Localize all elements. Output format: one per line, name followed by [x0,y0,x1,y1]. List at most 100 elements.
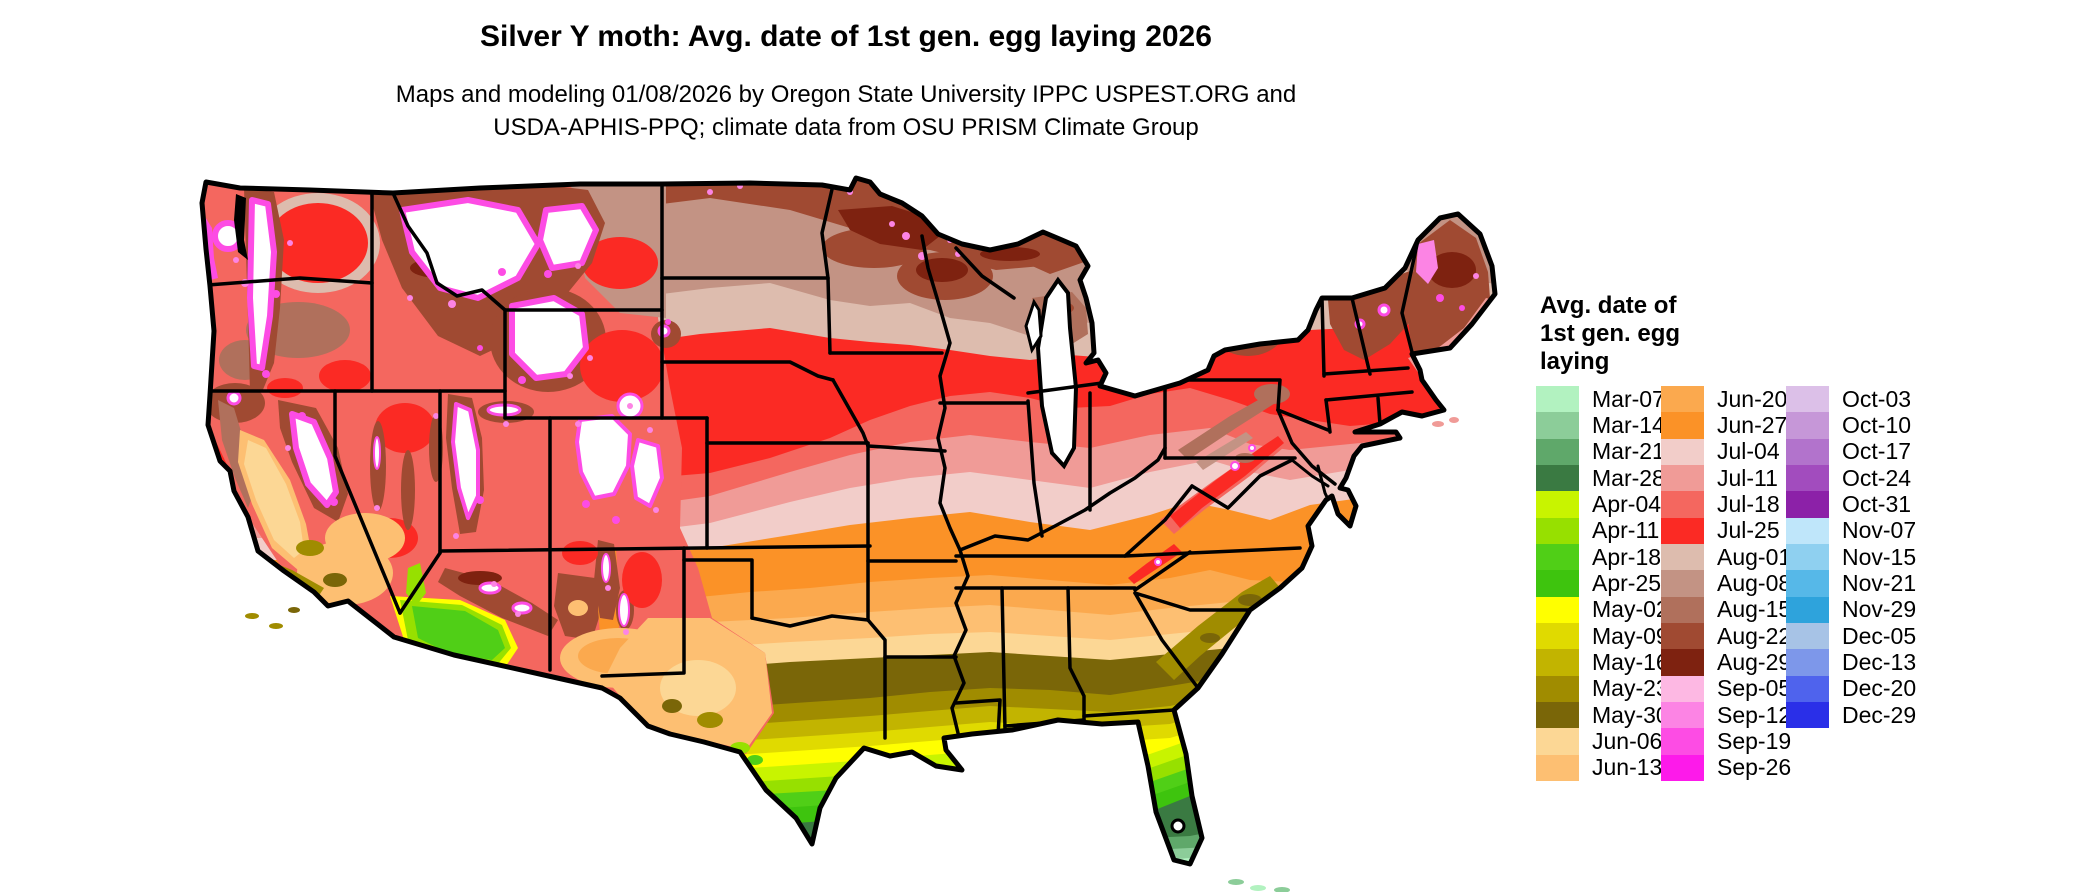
legend-title-line: laying [1540,348,1610,375]
legend-entry: Sep-26 [1661,754,1791,782]
legend-entry: Mar-28 [1536,465,1665,492]
legend-swatch [1661,544,1704,571]
subtitle-line: Maps and modeling 01/08/2026 by Oregon S… [395,81,1297,108]
legend-label: Jul-25 [1717,517,1780,544]
legend-label: May-30 [1592,701,1669,728]
legend-label: Dec-20 [1842,675,1917,702]
legend-swatch [1786,517,1829,545]
legend-label: Jun-20 [1717,385,1788,412]
legend-label: Oct-03 [1842,385,1912,412]
legend-swatch [1536,596,1579,624]
legend-swatch [1536,570,1579,597]
magenta-speckles [233,183,1479,635]
legend-columns: Mar-07 Mar-14 Mar-21 Mar-28 Apr-04 Apr-11 Apr-… [1536,385,2096,782]
state-borders [205,182,1420,740]
us-map [199,175,1498,892]
legend-entry: Oct-31 [1786,491,1911,518]
us-outline [199,175,1498,867]
legend-label: Dec-29 [1842,701,1917,728]
legend-label: May-16 [1592,649,1669,676]
legend-swatch [1786,702,1829,729]
legend-swatch [1786,675,1829,703]
legend-label: Nov-21 [1842,570,1917,597]
legend-entry: Mar-14 [1536,412,1665,439]
legend-title-line: Avg. date of [1540,292,1677,319]
legend-label: Dec-13 [1842,649,1917,676]
legend-entry: Apr-25 [1536,570,1662,597]
legend-swatch [1661,570,1704,597]
map-legend: Avg. date of 1st gen. egg laying Mar-07 M… [1536,292,2096,782]
legend-swatch [1536,491,1579,518]
legend-entry: Oct-24 [1786,464,1912,492]
legend-swatch [1661,596,1704,624]
legend-entry: Mar-21 [1536,438,1665,466]
legend-swatch [1536,649,1579,676]
legend-label: Apr-18 [1592,543,1662,570]
legend-entry: Aug-29 [1661,649,1791,676]
legend-swatch [1661,754,1704,782]
legend-entry: Apr-11 [1536,517,1661,545]
legend-entry: Sep-19 [1661,728,1791,755]
legend-swatch [1786,570,1829,597]
legend-swatch [1536,465,1579,492]
legend-label: Jul-04 [1717,438,1780,465]
legend-swatch [1786,544,1829,571]
legend-label: Jul-11 [1717,464,1778,491]
legend-entry: Dec-13 [1786,649,1916,676]
legend-label: Jun-06 [1592,728,1663,755]
legend-entry: Jul-25 [1661,517,1786,545]
legend-swatch [1536,517,1579,545]
legend-swatch [1536,623,1579,650]
offshore-islands [245,417,1459,892]
legend-entry: Dec-20 [1786,675,1916,703]
legend-entry: Aug-08 [1661,570,1791,597]
legend-column-1: Mar-07 Mar-14 Mar-21 Mar-28 Apr-04 Apr-11 Apr-… [1536,386,1669,782]
legend-label: Aug-01 [1717,543,1792,570]
legend-entry: Jun-27 [1661,412,1787,439]
legend-label: Dec-05 [1842,622,1917,649]
legend-label: Aug-15 [1717,596,1792,623]
legend-swatch [1786,412,1829,439]
legend-entry: Apr-04 [1536,491,1661,518]
legend-swatch [1661,675,1704,703]
legend-swatch [1536,675,1579,703]
legend-label: Mar-28 [1592,464,1665,491]
legend-entry: Sep-12 [1661,702,1791,729]
legend-label: Oct-24 [1842,464,1912,491]
legend-entry: Oct-03 [1786,385,1912,413]
legend-entry: May-09 [1536,623,1669,650]
legend-entry: Jul-18 [1661,491,1786,518]
legend-swatch [1661,702,1704,729]
legend-swatch [1536,386,1579,413]
legend-column-3: Oct-03 Oct-10 Oct-17 Oct-24 Oct-31 Nov-07 Nov-… [1786,385,1916,729]
legend-entry: Jul-04 [1661,438,1786,466]
legend-swatch [1536,412,1579,439]
legend-label: Oct-10 [1842,412,1912,439]
legend-label: Aug-29 [1717,649,1792,676]
puget-sound [234,194,248,260]
subtitle-line: USDA-APHIS-PPQ; climate data from OSU PR… [493,114,1199,141]
legend-swatch [1661,465,1704,492]
legend-swatch [1661,386,1704,413]
figure-title: Silver Y moth: Avg. date of 1st gen. egg… [480,20,1212,53]
legend-swatch [1661,517,1704,545]
legend-swatch [1786,596,1829,624]
legend-swatch [1661,438,1704,466]
legend-label: Jun-13 [1592,754,1663,781]
legend-column-2: Jun-20 Jun-27 Jul-04 Jul-11 Jul-18 Jul-25 Aug-… [1661,385,1791,782]
legend-label: Jul-18 [1717,491,1780,518]
legend-entry: May-02 [1536,596,1669,624]
legend-entry: Aug-22 [1661,623,1791,650]
legend-entry: Mar-07 [1536,386,1665,413]
legend-entry: Dec-29 [1786,702,1916,729]
legend-label: Aug-08 [1717,570,1792,597]
legend-entry: Jun-20 [1661,385,1788,413]
legend-swatch [1536,728,1579,755]
legend-entry: Aug-01 [1661,544,1791,571]
legend-title: Avg. date of 1st gen. egg laying [1540,292,2096,376]
legend-label: Mar-14 [1592,412,1665,439]
legend-entry: Jun-13 [1536,754,1663,782]
legend-label: Apr-25 [1592,570,1662,597]
legend-swatch [1786,491,1829,518]
legend-swatch [1786,386,1829,413]
